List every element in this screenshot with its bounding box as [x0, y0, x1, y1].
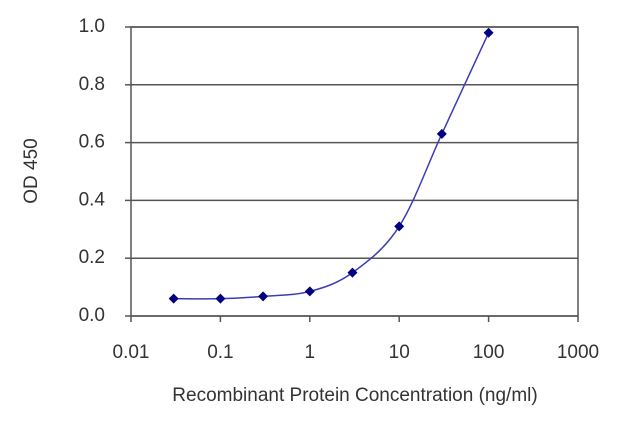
data-point [347, 267, 358, 278]
x-tick-label: 1 [305, 342, 316, 363]
y-tick-label: 0.2 [79, 247, 105, 268]
data-point [436, 128, 447, 139]
plot-frame [130, 26, 579, 317]
data-point [394, 221, 405, 232]
y-axis-label: OD 450 [21, 138, 42, 203]
y-tick-label: 1.0 [79, 16, 105, 37]
y-tick-label: 0.0 [79, 305, 105, 326]
x-tick-label: 10 [389, 342, 410, 363]
data-point [304, 286, 315, 297]
data-point [258, 291, 269, 302]
y-tick-label: 0.6 [79, 132, 105, 153]
x-tick-label: 0.1 [207, 342, 233, 363]
data-point [215, 293, 226, 304]
x-tick-label: 100 [473, 342, 505, 363]
x-axis-label: Recombinant Protein Concentration (ng/ml… [172, 385, 537, 406]
x-tick-label: 0.01 [113, 342, 150, 363]
y-tick-label: 0.4 [79, 189, 106, 210]
x-tick-label: 1000 [557, 342, 599, 363]
data-point [483, 27, 494, 38]
y-tick-label: 0.8 [79, 74, 105, 95]
data-point [168, 293, 179, 304]
